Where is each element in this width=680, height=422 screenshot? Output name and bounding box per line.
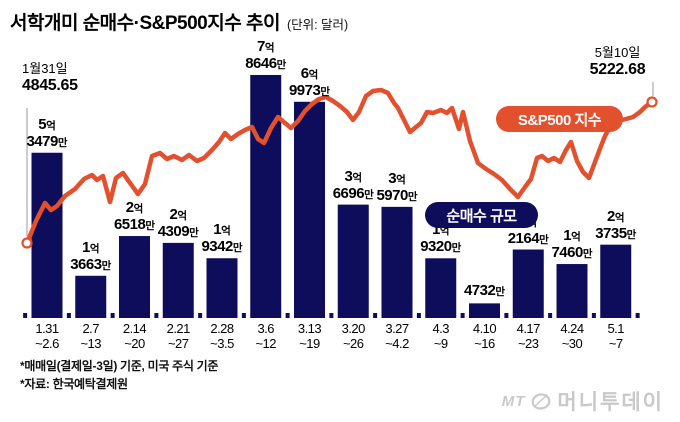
bar-value-label: 1억 3663만 — [70, 238, 112, 273]
net-purchase-series-badge: 순매수 규모 — [425, 202, 538, 228]
end-date: 5월10일 — [594, 45, 641, 60]
logo-name-text: 머니투데이 — [557, 391, 664, 414]
x-axis-label: 4.10 ~16 — [472, 321, 497, 351]
x-axis-label: 1.31 ~2.6 — [35, 321, 59, 351]
axis-tick — [373, 313, 378, 318]
axis-tick — [635, 313, 640, 318]
footnote-1: *매매일(결제일-3일) 기준, 미국 주식 기준 — [20, 359, 219, 373]
page-title: 서학개미 순매수·S&P500지수 추이 — [10, 13, 280, 34]
axis-tick — [154, 313, 159, 318]
axis-tick — [504, 313, 509, 318]
sp500-line — [24, 87, 655, 246]
axis-tick — [66, 313, 71, 318]
bar-value-label: 4732만 — [463, 282, 506, 300]
bar — [206, 258, 238, 318]
x-axis-label: 3.27 ~4.2 — [385, 321, 409, 351]
bar — [294, 101, 325, 318]
bar — [512, 249, 544, 318]
logo-mt-text: MT — [501, 392, 526, 410]
bar — [556, 264, 588, 318]
line-endpoint-marker — [21, 237, 33, 249]
bar — [162, 242, 194, 318]
bar-value-label: 2억 3735만 — [595, 207, 637, 242]
bar-value-label: 3억 6696만 — [332, 167, 374, 202]
x-axis-label: 4.24 ~30 — [560, 321, 584, 351]
end-point-annotation: 5월10일 5222.68 — [575, 45, 660, 79]
moneytoday-logo: MT 머니투데이 — [502, 386, 664, 416]
bar — [337, 204, 369, 318]
sp500-series-badge: S&P500 지수 — [496, 106, 623, 132]
bar — [119, 236, 150, 318]
unit-note: (단위: 달러) — [286, 18, 349, 32]
bar — [75, 275, 107, 318]
x-axis-label: 4.3 ~9 — [432, 321, 450, 351]
x-axis-label: 3.20 ~26 — [341, 321, 366, 351]
axis-tick — [110, 313, 115, 318]
x-axis-label: 2.14 ~20 — [122, 321, 147, 351]
x-axis-label: 5.1 ~7 — [607, 321, 625, 351]
axis-tick — [23, 313, 28, 318]
bar-value-label: 7억 8646만 — [245, 37, 287, 72]
bar-value-label: 6억 9973만 — [288, 64, 331, 99]
x-axis-label: 2.28 ~3.5 — [210, 321, 234, 351]
axis-tick — [329, 313, 334, 318]
bar — [31, 152, 63, 318]
x-axis-label: 3.6 ~12 — [255, 321, 277, 351]
bar-value-label: 5억 3479만 — [26, 115, 68, 150]
bar — [600, 244, 632, 318]
x-axis-label: 4.17 ~23 — [516, 321, 541, 351]
footnote-2: *자료: 한국예탁결제원 — [20, 377, 128, 391]
x-axis-label: 3.13 ~19 — [297, 321, 322, 351]
bar-value-label: 1억 9320만 — [420, 221, 462, 256]
line-endpoint-marker — [646, 96, 658, 108]
footnotes: *매매일(결제일-3일) 기준, 미국 주식 기준 *자료: 한국예탁결제원 — [20, 357, 218, 393]
axis-tick — [548, 313, 553, 318]
axis-tick — [285, 313, 290, 318]
x-axis-label: 2.7 ~13 — [80, 321, 102, 351]
x-axis-label: 2.21 ~27 — [166, 321, 191, 351]
axis-tick — [416, 313, 421, 318]
bar — [381, 206, 413, 318]
bar-value-label: 2억 4309만 — [157, 205, 199, 240]
axis-tick — [460, 313, 465, 318]
header: 서학개미 순매수·S&P500지수 추이 (단위: 달러) — [10, 8, 348, 35]
start-value: 4845.65 — [22, 77, 78, 94]
bar-value-label: 2억 6518만 — [113, 199, 156, 234]
bar-value-label: 3억 5970만 — [376, 169, 418, 204]
bar — [469, 303, 500, 318]
axis-tick — [591, 313, 596, 318]
axis-tick — [198, 313, 203, 318]
bar — [250, 74, 282, 318]
start-date: 1월31일 — [22, 61, 68, 76]
bar — [425, 258, 457, 318]
axis-tick — [241, 313, 246, 318]
bar-value-label: 1억 9342만 — [201, 221, 243, 256]
end-value: 5222.68 — [589, 61, 646, 78]
logo-circle-icon — [532, 393, 551, 410]
start-point-annotation: 1월31일 4845.65 — [22, 61, 78, 95]
bar-value-label: 1억 7460만 — [551, 227, 593, 262]
